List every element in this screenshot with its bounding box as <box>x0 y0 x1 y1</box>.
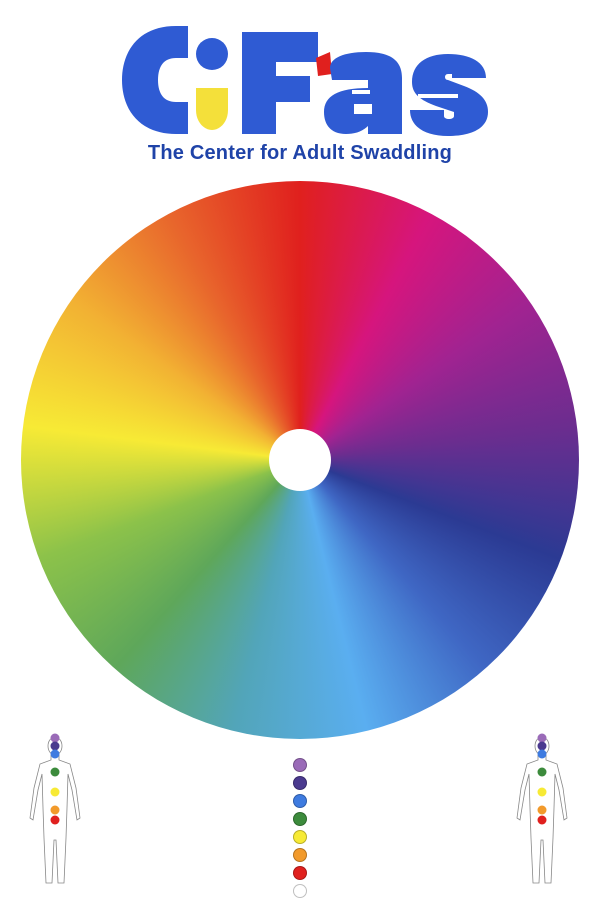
logo-colon-top <box>196 38 228 70</box>
logo-letter-c <box>122 26 188 134</box>
color-wheel-container <box>21 181 579 739</box>
chakra-dot <box>537 767 547 777</box>
cfas-logo-graphic <box>122 26 488 136</box>
chakra-dot <box>537 815 547 825</box>
chakra-color-dot <box>293 758 307 772</box>
color-wheel <box>21 181 579 739</box>
human-body-icon <box>29 733 81 884</box>
logo-white-stroke-2 <box>352 90 370 94</box>
logo-white-stroke-1 <box>418 94 458 98</box>
chakra-color-dot <box>293 776 307 790</box>
logo-colon-bottom <box>196 88 228 130</box>
chakra-dot <box>537 733 547 743</box>
chakra-dot <box>50 767 60 777</box>
chakra-color-dot <box>293 848 307 862</box>
chakra-figure-right <box>511 728 573 888</box>
cfas-logo <box>118 22 490 138</box>
logo-letter-f <box>242 32 318 134</box>
logo-a-hole <box>354 104 372 114</box>
chakra-color-dot <box>293 830 307 844</box>
chakra-color-dot <box>293 794 307 808</box>
color-wheel-center <box>269 429 331 491</box>
chakra-dot <box>50 815 60 825</box>
chakra-color-dot <box>293 812 307 826</box>
tagline: The Center for Adult Swaddling <box>147 142 453 164</box>
chakra-figure-left <box>24 728 86 888</box>
chakra-color-dot <box>293 884 307 898</box>
chakra-dot <box>50 787 60 797</box>
logo-red-accent <box>316 52 332 76</box>
chakra-dot <box>537 805 547 815</box>
chakra-dot <box>537 749 547 759</box>
chakra-dot <box>50 749 60 759</box>
chakra-dot <box>537 741 547 751</box>
chakra-dot <box>50 741 60 751</box>
human-body-icon <box>516 733 568 884</box>
chakra-color-column <box>293 758 307 902</box>
chakra-dot <box>50 733 60 743</box>
chakra-dot <box>50 805 60 815</box>
chakra-color-dot <box>293 866 307 880</box>
chakra-dot <box>537 787 547 797</box>
